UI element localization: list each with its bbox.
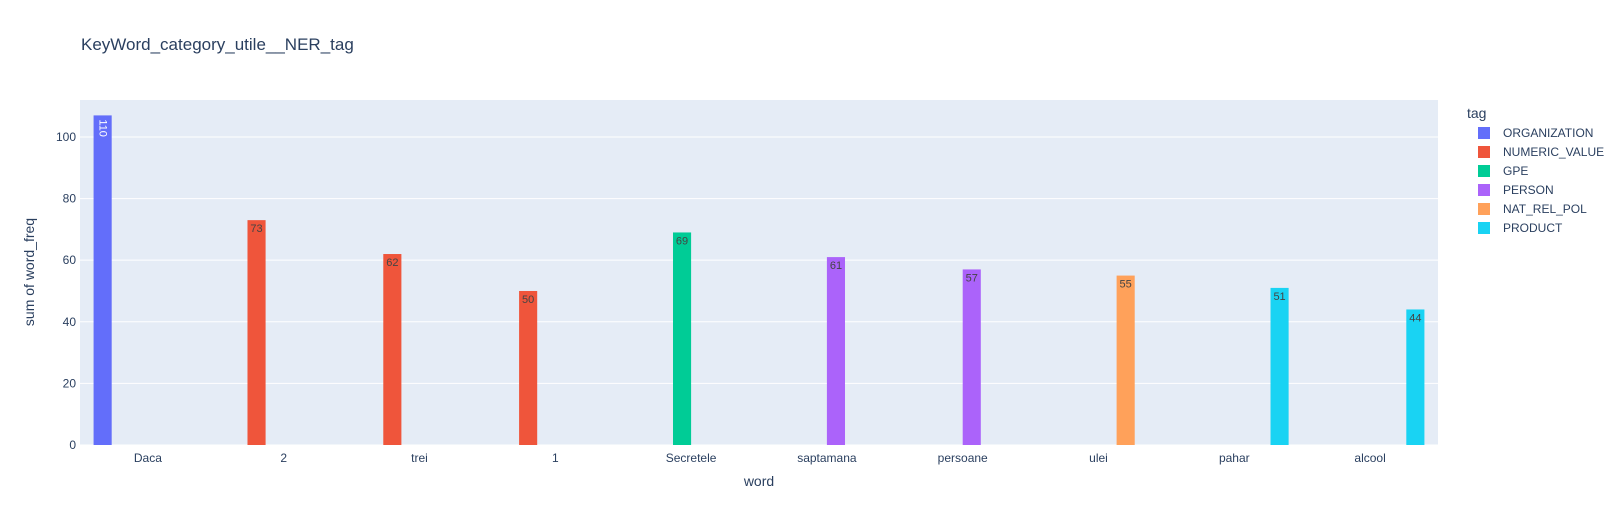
legend-item-label: NAT_REL_POL — [1503, 202, 1587, 216]
legend-item-label: GPE — [1503, 164, 1528, 178]
bar — [93, 115, 112, 445]
bar-value-label: 73 — [250, 223, 262, 235]
bar-value-label: 44 — [1409, 312, 1421, 324]
x-tick-label: trei — [411, 451, 428, 465]
legend-item-label: PRODUCT — [1503, 221, 1563, 235]
y-tick-label: 60 — [63, 253, 77, 267]
bar — [1116, 275, 1135, 445]
gridlines — [80, 136, 1438, 446]
plot-area — [80, 100, 1438, 445]
bar — [1406, 309, 1425, 445]
bar — [962, 269, 981, 445]
bar — [826, 257, 846, 445]
y-tick-label: 100 — [56, 130, 76, 144]
y-tick-label: 80 — [63, 192, 77, 206]
x-tick-label: persoane — [938, 451, 988, 465]
bar-value-label: 110 — [97, 119, 109, 137]
bar — [247, 220, 266, 445]
y-tick-label: 40 — [63, 315, 77, 329]
y-axis-title: sum of word_freq — [21, 218, 37, 326]
legend-item-label: PERSON — [1503, 183, 1554, 197]
legend-swatch — [1478, 203, 1490, 215]
legend-swatch — [1478, 165, 1490, 177]
y-tick-label: 0 — [69, 438, 76, 452]
x-tick-label: ulei — [1089, 451, 1108, 465]
x-tick-label: Secretele — [666, 451, 717, 465]
x-tick-label: alcool — [1354, 451, 1385, 465]
x-axis-title: word — [743, 473, 774, 489]
legend-item-label: ORGANIZATION — [1503, 126, 1593, 140]
bar — [1270, 287, 1289, 445]
x-tick-label: 2 — [280, 451, 287, 465]
bar-value-label: 57 — [966, 272, 978, 284]
x-tick-label: Daca — [134, 451, 162, 465]
legend-swatch — [1478, 127, 1490, 139]
y-tick-label: 20 — [63, 376, 77, 390]
x-axis-ticks: Daca 2 trei 1 Secretele saptamana persoane ulei… — [134, 451, 1386, 465]
x-tick-label: 1 — [552, 451, 559, 465]
bar-value-label: 50 — [522, 294, 534, 306]
bar-value-label: 62 — [386, 257, 398, 269]
bars: 110 73 62 50 69 61 57 55 51 44 — [93, 115, 1425, 445]
y-axis-ticks: 0 20 40 60 80 100 — [56, 130, 76, 452]
legend: tag ORGANIZATION NUMERIC_VALUE GPE PERSON NA… — [1467, 105, 1604, 235]
bar-value-label: 61 — [830, 260, 842, 272]
bar — [519, 290, 538, 445]
bar — [672, 232, 692, 445]
bar-value-label: 51 — [1273, 291, 1285, 303]
chart-title: KeyWord_category_utile__NER_tag — [81, 35, 354, 54]
x-tick-label: saptamana — [797, 451, 857, 465]
x-tick-label: pahar — [1219, 451, 1250, 465]
bar-value-label: 55 — [1120, 279, 1132, 291]
legend-title: tag — [1467, 105, 1486, 121]
legend-swatch — [1478, 146, 1490, 158]
legend-item-label: NUMERIC_VALUE — [1503, 145, 1604, 159]
legend-swatch — [1478, 222, 1490, 234]
bar-value-label: 69 — [676, 235, 688, 247]
legend-swatch — [1478, 184, 1490, 196]
bar — [383, 254, 402, 445]
